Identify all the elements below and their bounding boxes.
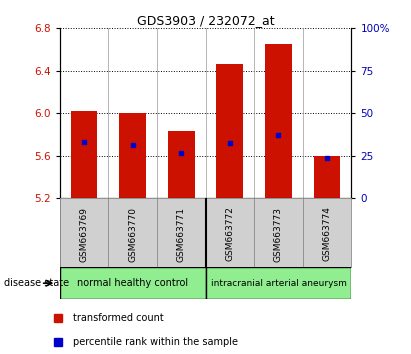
Bar [265,44,292,198]
Text: GSM663774: GSM663774 [323,206,332,261]
Bar [60,267,206,299]
Bar [168,131,194,198]
Bar [217,64,243,198]
Text: percentile rank within the sample: percentile rank within the sample [73,337,238,347]
Text: GSM663773: GSM663773 [274,206,283,262]
Title: GDS3903 / 232072_at: GDS3903 / 232072_at [137,14,274,27]
Bar [206,267,351,299]
Text: GSM663769: GSM663769 [79,206,88,262]
Bar [119,113,146,198]
Text: GSM663772: GSM663772 [225,206,234,261]
Bar [71,111,97,198]
Bar [314,156,340,198]
Text: disease state: disease state [4,278,69,288]
Text: GSM663771: GSM663771 [177,206,186,262]
Text: GSM663770: GSM663770 [128,206,137,262]
Text: normal healthy control: normal healthy control [77,278,188,288]
Text: transformed count: transformed count [73,313,164,323]
Text: intracranial arterial aneurysm: intracranial arterial aneurysm [210,279,346,288]
